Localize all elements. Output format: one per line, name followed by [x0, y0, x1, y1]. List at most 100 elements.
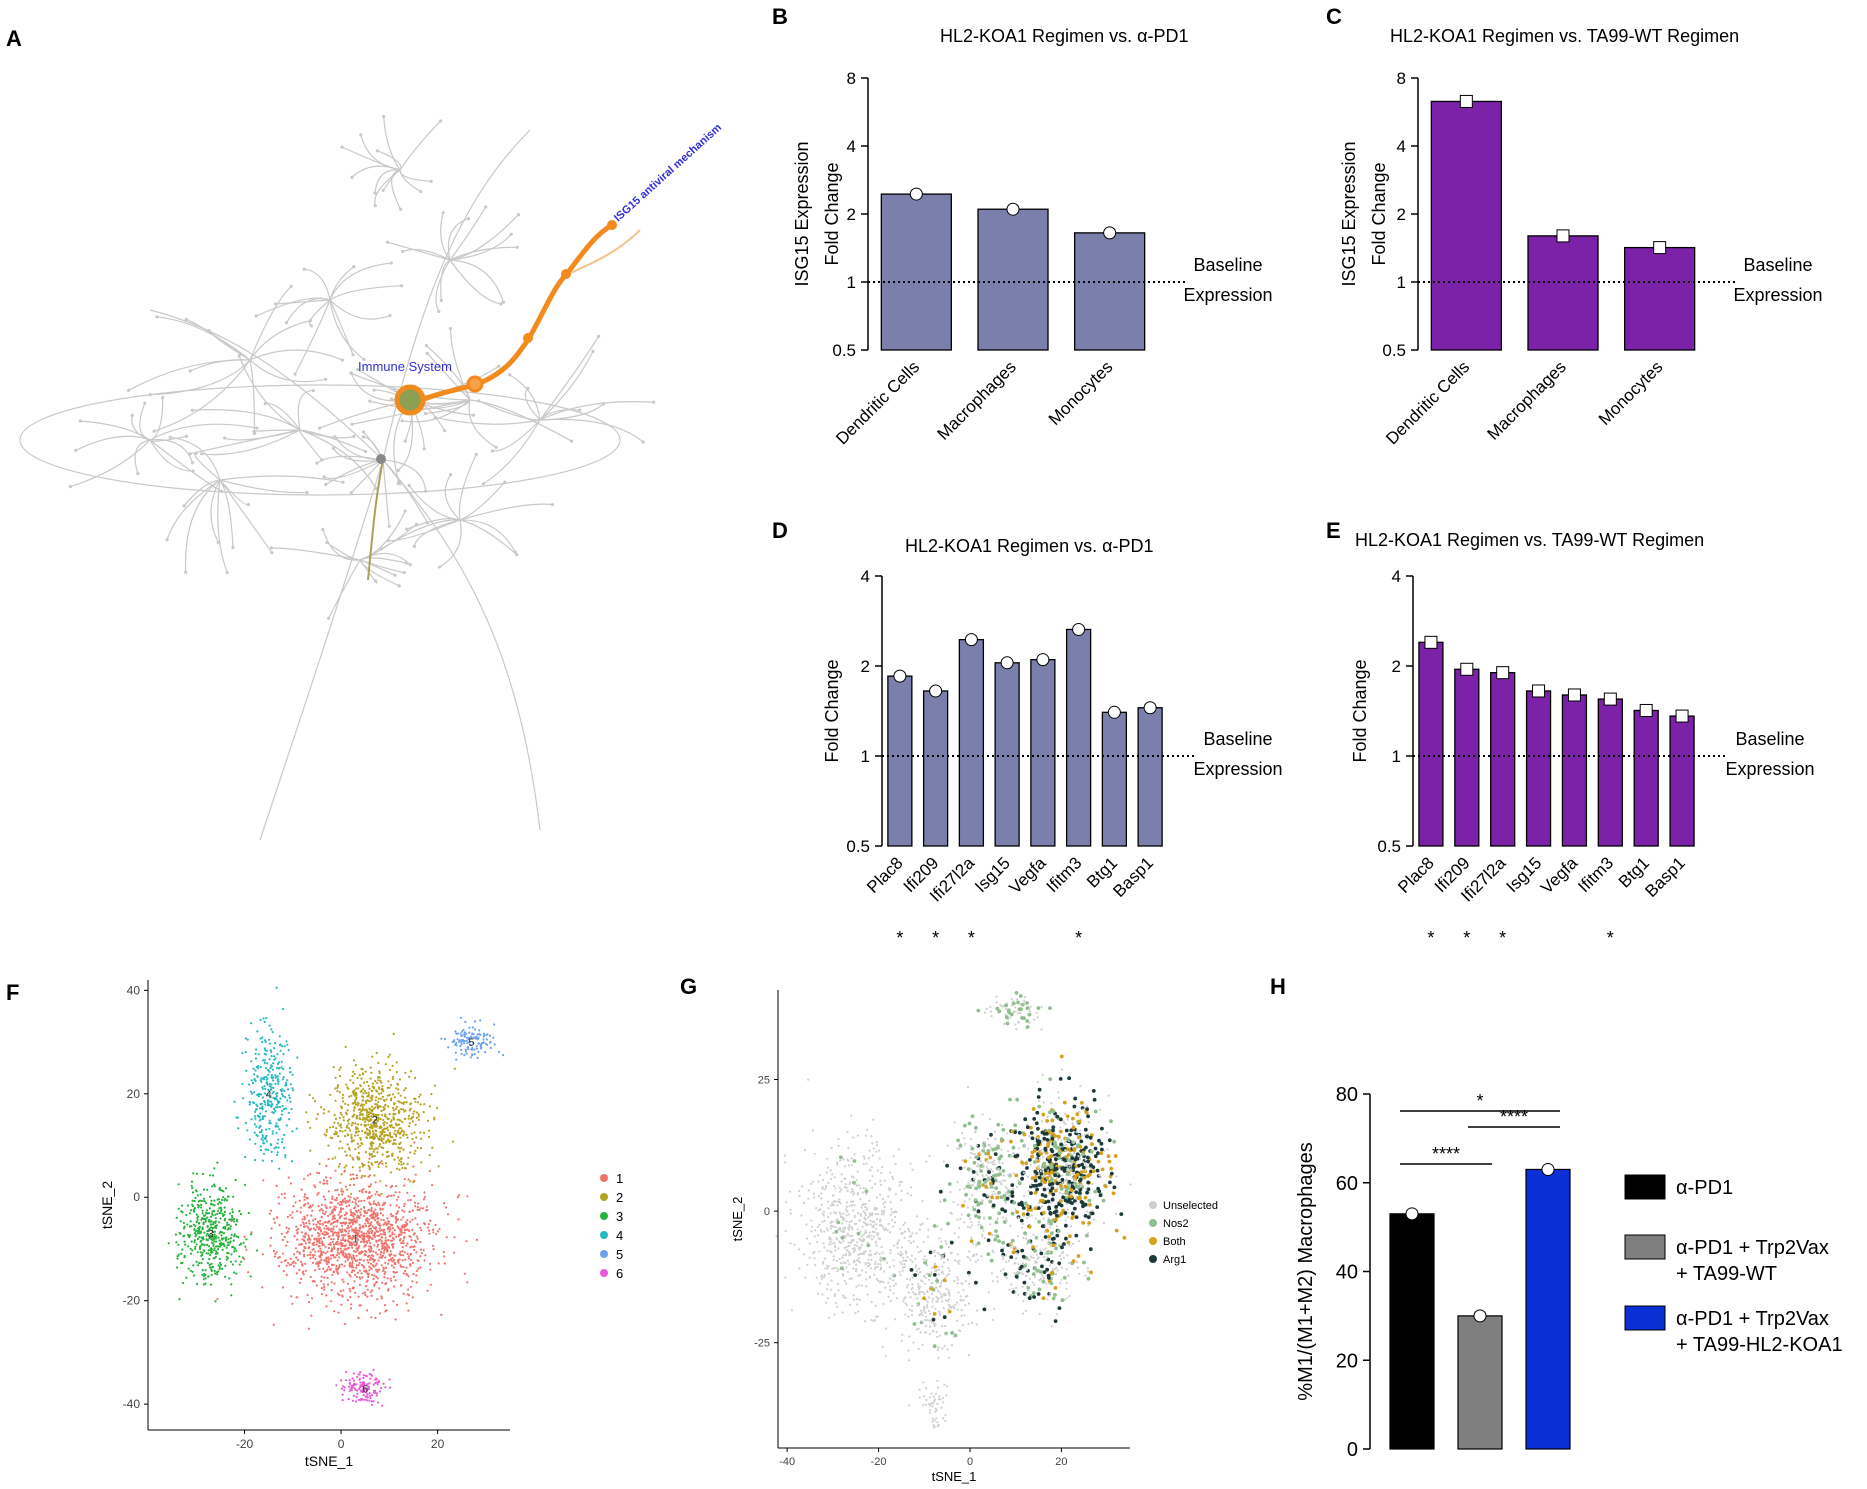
- tree-branch: [380, 519, 461, 550]
- cell-point: [266, 1093, 269, 1096]
- cell-point: [376, 1120, 379, 1123]
- unselected-cell-point: [838, 1240, 841, 1243]
- y-tick-label: 4: [847, 137, 856, 156]
- cell-point: [376, 1270, 379, 1273]
- cell-point: [371, 1163, 374, 1166]
- cell-point: [258, 1107, 262, 1110]
- arg1-cell-point: [949, 1240, 954, 1245]
- unselected-cell-point: [967, 1181, 970, 1184]
- cell-point: [259, 1065, 262, 1069]
- arg1-cell-point: [913, 1273, 917, 1277]
- x-tick-label: -20: [871, 1456, 887, 1468]
- cell-point: [350, 1303, 353, 1306]
- cell-point: [344, 1252, 347, 1255]
- cell-point: [366, 1259, 369, 1262]
- unselected-cell-point: [867, 1262, 870, 1265]
- tree-leaf: [393, 573, 397, 577]
- tree-leaf: [168, 435, 172, 439]
- cell-point: [368, 1107, 371, 1110]
- unselected-cell-point: [974, 1260, 978, 1263]
- unselected-cell-point: [911, 1232, 914, 1235]
- unselected-cell-point: [837, 1200, 840, 1203]
- cell-point: [373, 1174, 376, 1177]
- cell-point: [209, 1254, 212, 1257]
- cell-point: [432, 1231, 435, 1234]
- cell-point: [304, 1242, 307, 1245]
- cell-point: [177, 1183, 180, 1186]
- cell-point: [245, 1238, 248, 1241]
- cell-point: [321, 1244, 324, 1247]
- cell-point: [394, 1215, 397, 1218]
- tree-leaf: [433, 415, 437, 420]
- unselected-cell-point: [845, 1208, 848, 1211]
- unselected-cell-point: [879, 1280, 882, 1283]
- cell-point: [223, 1219, 226, 1222]
- cell-point: [256, 1249, 259, 1252]
- cell-point: [331, 1264, 334, 1267]
- cell-point: [419, 1103, 422, 1106]
- cell-point: [372, 1368, 375, 1372]
- unselected-cell-point: [879, 1183, 883, 1186]
- cell-point: [380, 1137, 383, 1140]
- cell-point: [261, 1286, 264, 1289]
- unselected-cell-point: [853, 1215, 856, 1218]
- cell-point: [255, 1103, 258, 1106]
- cell-point: [315, 1117, 318, 1120]
- tree-branch: [224, 429, 301, 441]
- tree-leaf: [289, 284, 293, 288]
- cluster-4-points: [233, 986, 299, 1170]
- cell-point: [281, 1078, 284, 1081]
- baseline-label: Baseline: [1743, 255, 1812, 275]
- cell-point: [475, 1035, 478, 1038]
- cell-point: [353, 1280, 356, 1283]
- cell-point: [359, 1385, 362, 1388]
- cell-point: [192, 1264, 195, 1267]
- cell-point: [356, 1196, 359, 1199]
- legend-swatch: [600, 1193, 608, 1201]
- unselected-cell-point: [874, 1304, 877, 1307]
- cell-point: [403, 1228, 406, 1232]
- cell-point: [200, 1203, 203, 1206]
- cell-point: [231, 1263, 234, 1266]
- cell-point: [208, 1237, 211, 1240]
- cell-point: [366, 1230, 370, 1233]
- unselected-cell-point: [846, 1259, 850, 1262]
- tree-branch: [383, 116, 401, 171]
- cell-point: [382, 1230, 385, 1233]
- unselected-cell-point: [961, 1159, 964, 1162]
- significance-star: *: [1607, 928, 1614, 948]
- cell-point: [207, 1228, 210, 1231]
- cell-point: [413, 1248, 416, 1252]
- cell-point: [367, 1113, 370, 1116]
- cell-point: [362, 1292, 365, 1295]
- cell-point: [335, 1225, 338, 1228]
- cell-point: [377, 1201, 380, 1204]
- unselected-cell-point: [917, 1303, 920, 1306]
- cell-point: [220, 1189, 223, 1192]
- unselected-cell-point: [896, 1243, 899, 1246]
- cell-point: [389, 1120, 392, 1123]
- cell-point: [428, 1169, 431, 1172]
- cell-point: [411, 1218, 414, 1221]
- cell-point: [455, 1032, 458, 1035]
- unselected-cell-point: [839, 1229, 842, 1232]
- cell-point: [203, 1243, 206, 1246]
- unselected-cell-point: [839, 1241, 843, 1244]
- unselected-cell-point: [910, 1254, 914, 1257]
- unselected-cell-point: [980, 1200, 983, 1203]
- cell-point: [332, 1232, 335, 1235]
- cell-point: [358, 1244, 361, 1248]
- y-axis-label: ISG15 Expression: [1339, 141, 1359, 286]
- y-tick-label: 0: [764, 1206, 770, 1218]
- unselected-cell-point: [808, 1256, 811, 1259]
- y-tick-label: 8: [847, 69, 856, 88]
- cell-point: [330, 1230, 333, 1233]
- cell-point: [344, 1222, 347, 1225]
- cell-point: [387, 1139, 390, 1142]
- cell-point: [368, 1174, 372, 1177]
- tree-branch: [402, 248, 451, 261]
- tree-leaf: [184, 317, 188, 321]
- unselected-cell-point: [829, 1240, 832, 1243]
- unselected-cell-point: [1001, 1124, 1004, 1127]
